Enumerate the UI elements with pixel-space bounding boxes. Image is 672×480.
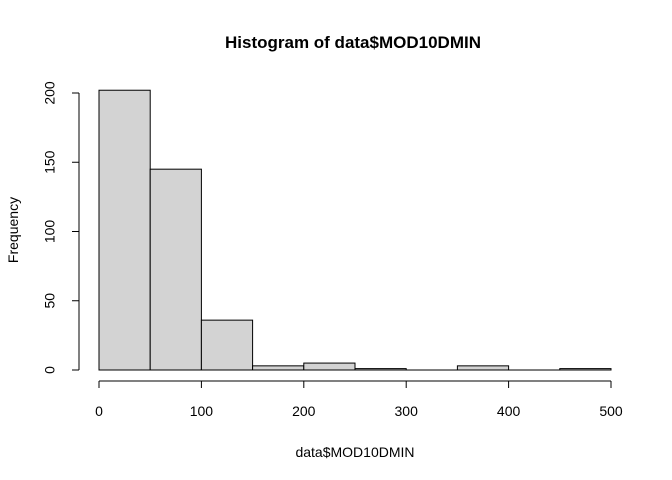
x-tick-label-4: 400 xyxy=(497,403,521,419)
histogram-bar-9 xyxy=(559,368,612,371)
histogram-bar-0 xyxy=(98,89,151,371)
histogram-bar-2 xyxy=(200,319,254,371)
histogram-bar-5 xyxy=(354,368,407,371)
histogram-bar-1 xyxy=(149,168,202,371)
x-tick-label-5: 500 xyxy=(599,403,623,419)
x-tick-label-0: 0 xyxy=(95,403,103,419)
y-tick-label-3: 150 xyxy=(42,150,58,174)
y-tick-label-1: 50 xyxy=(42,293,58,309)
y-tick-label-4: 200 xyxy=(42,81,58,105)
histogram-bar-4 xyxy=(303,362,356,371)
x-tick-label-1: 100 xyxy=(190,403,214,419)
histogram-bar-3 xyxy=(252,365,305,371)
x-tick-label-2: 200 xyxy=(292,403,316,419)
y-tick-label-0: 0 xyxy=(42,366,58,374)
chart-title: Histogram of data$MOD10DMIN xyxy=(225,33,481,52)
y-tick-label-2: 100 xyxy=(42,220,58,244)
y-axis: 0 50 100 150 200 xyxy=(42,81,80,374)
x-tick-label-3: 300 xyxy=(395,403,419,419)
x-axis: 0 100 200 300 400 500 xyxy=(95,380,623,419)
y-axis-label: Frequency xyxy=(5,197,21,263)
bars-group xyxy=(98,89,612,371)
histogram-bar-7 xyxy=(456,365,510,371)
x-axis-label: data$MOD10DMIN xyxy=(295,444,414,460)
